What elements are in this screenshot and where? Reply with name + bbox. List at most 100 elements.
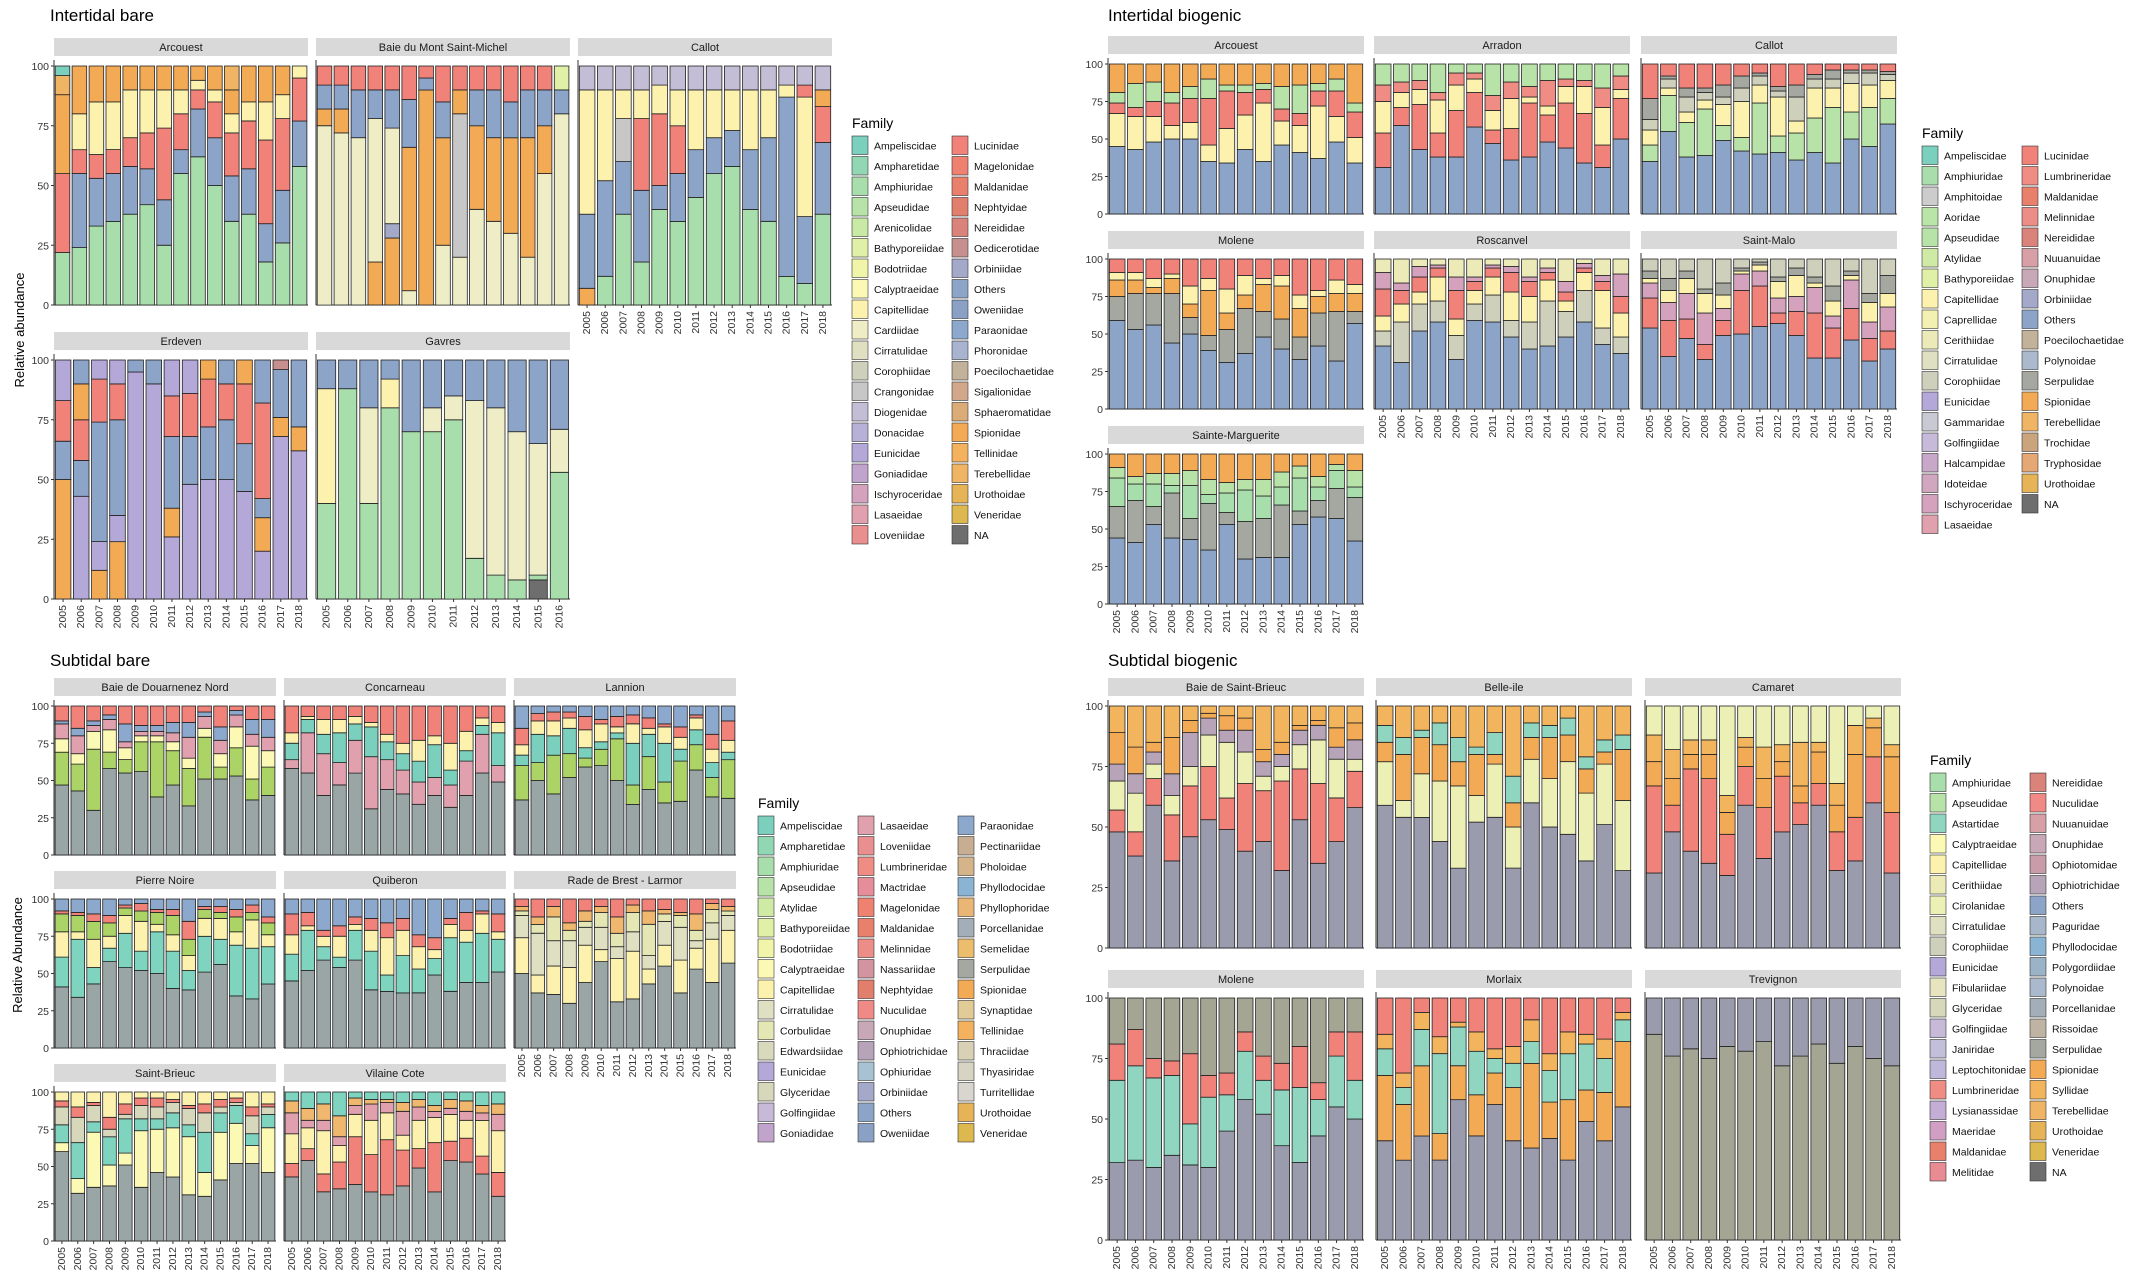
bar-segment	[530, 923, 546, 934]
bar-segment	[1751, 270, 1769, 287]
bar-segment	[1541, 778, 1559, 828]
legend-key	[1929, 854, 1947, 874]
legend-label: Lasaeidae	[1944, 519, 1993, 531]
legend-key	[957, 979, 975, 999]
bar-segment	[54, 1151, 70, 1242]
legend-label: Thraciidae	[980, 1046, 1029, 1058]
bar-segment	[213, 912, 228, 919]
legend-label: Phyllophoridae	[980, 902, 1050, 914]
bar-segment	[1431, 1133, 1449, 1161]
bar-segment	[149, 909, 165, 913]
bar-segment	[1594, 107, 1611, 146]
x-tick-label: 2017	[1331, 610, 1343, 634]
legend-label: Nuuanuidae	[2044, 253, 2101, 265]
legend-title: Family	[1930, 752, 1971, 768]
bar-segment	[1614, 1106, 1632, 1241]
bar-segment	[1200, 335, 1217, 351]
bar-segment	[213, 1179, 228, 1242]
legend-label: Paguridae	[2052, 921, 2100, 933]
bar-segment	[181, 989, 197, 1049]
bar-segment	[1328, 705, 1345, 729]
bar-segment	[316, 125, 333, 306]
bar-segment	[379, 1102, 395, 1114]
x-tick-label: 2010	[595, 1054, 607, 1078]
bar-segment	[742, 89, 759, 151]
bar-segment	[1557, 300, 1575, 312]
legend-key	[2029, 895, 2047, 915]
bar-segment	[778, 96, 795, 277]
bar-segment	[1751, 258, 1769, 263]
bar-segment	[1200, 98, 1217, 146]
legend-key	[957, 1020, 975, 1040]
legend-key	[1929, 1100, 1947, 1120]
bar-segment	[1843, 308, 1860, 341]
bar-segment	[474, 717, 490, 726]
bar-segment	[689, 769, 704, 856]
x-tick-label: 2011	[1221, 1246, 1233, 1269]
bar-segment	[109, 383, 126, 421]
bar-segment	[165, 898, 181, 910]
bar-segment	[1346, 739, 1364, 760]
bar-segment	[181, 938, 197, 957]
bar-segment	[411, 968, 427, 994]
bar-segment	[86, 938, 101, 968]
bar-segment	[1273, 1062, 1291, 1091]
bar-segment	[1255, 284, 1272, 312]
bar-segment	[1502, 258, 1520, 267]
bar-segment	[669, 125, 687, 174]
bar-segment	[778, 84, 795, 98]
bar-segment	[1559, 705, 1577, 719]
bar-segment	[348, 898, 363, 918]
bar-segment	[363, 722, 379, 728]
y-tick-label: 100	[31, 61, 49, 73]
bar-segment	[1737, 1050, 1754, 1241]
bar-segment	[395, 793, 411, 856]
bar-segment	[1346, 497, 1364, 542]
bar-segment	[350, 89, 367, 139]
bar-segment	[1291, 819, 1309, 949]
legend-label: Nereididae	[2044, 232, 2095, 244]
bar-segment	[1594, 167, 1611, 215]
bar-segment	[1557, 147, 1575, 215]
bar-segment	[594, 961, 609, 1049]
bar-segment	[1523, 1062, 1540, 1149]
bar-segment	[1163, 453, 1181, 474]
legend-label: NA	[2052, 1167, 2067, 1179]
bar-segment	[1163, 258, 1181, 275]
legend-key	[757, 836, 775, 856]
x-tick-label: 2008	[636, 311, 648, 335]
bar-segment	[1641, 327, 1659, 410]
bar-segment	[241, 168, 257, 215]
bar-segment	[1413, 816, 1431, 949]
bar-segment	[118, 1113, 133, 1120]
legend-key	[757, 1041, 775, 1061]
x-tick-label: 2013	[490, 605, 502, 629]
bar-segment	[814, 213, 832, 306]
bar-segment	[1127, 705, 1144, 748]
bar-segment	[673, 760, 688, 802]
bar-segment	[54, 898, 70, 912]
legend-key	[1921, 514, 1939, 534]
bar-segment	[1413, 1029, 1431, 1067]
bar-segment	[1346, 540, 1364, 605]
bar-segment	[597, 180, 614, 277]
x-tick-label: 2007	[1416, 1246, 1428, 1270]
bar-segment	[689, 714, 704, 719]
bar-segment	[54, 986, 70, 1049]
bar-segment	[190, 65, 206, 81]
bar-segment	[1737, 746, 1754, 767]
bar-segment	[724, 130, 741, 167]
bar-segment	[1218, 997, 1236, 1074]
bar-segment	[720, 720, 736, 741]
bar-segment	[689, 717, 704, 731]
bar-segment	[1236, 453, 1254, 480]
bar-segment	[1504, 1087, 1522, 1142]
bar-segment	[1678, 258, 1696, 272]
bar-segment	[1108, 537, 1126, 605]
legend-label: Apseudidae	[874, 202, 930, 214]
x-tick-label: 2014	[1809, 415, 1821, 439]
bar-segment	[1374, 84, 1392, 102]
bar-segment	[1182, 997, 1199, 1055]
bar-segment	[1641, 119, 1659, 131]
